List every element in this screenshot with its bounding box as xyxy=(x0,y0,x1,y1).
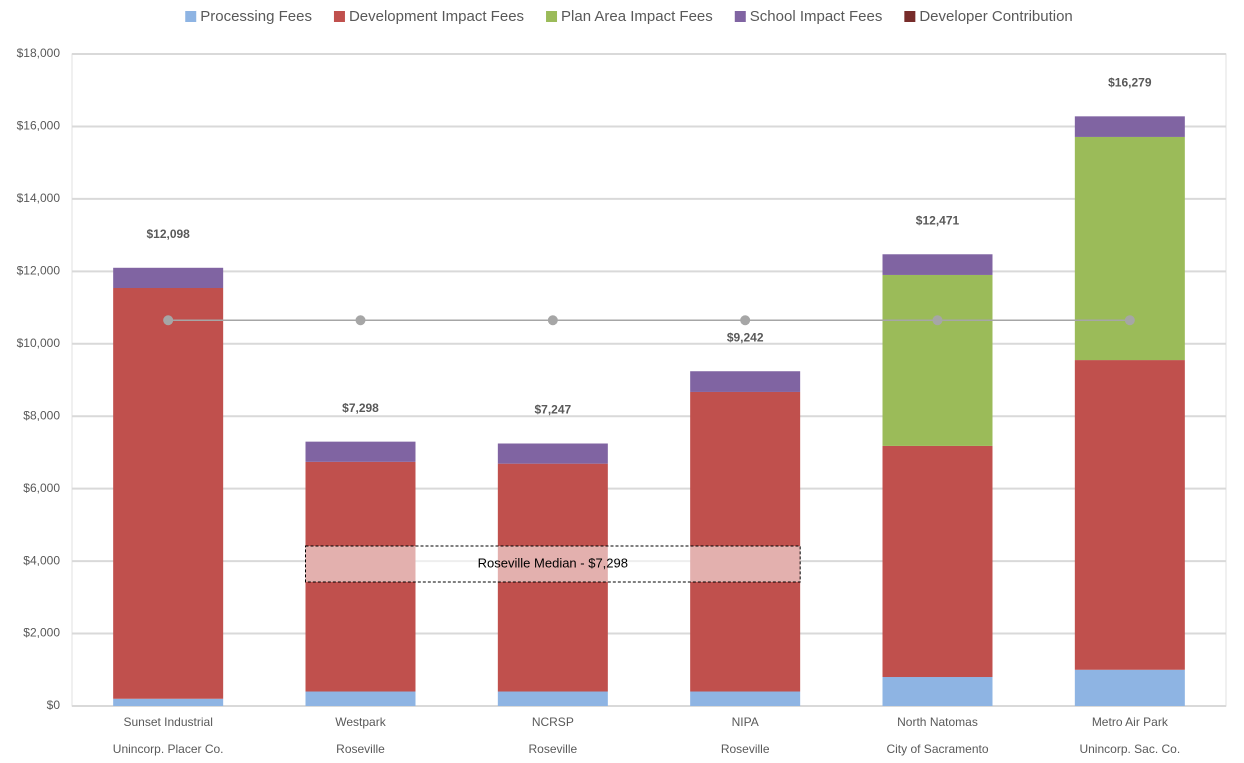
annotation: Roseville Median - $7,298 xyxy=(478,555,628,570)
bar-segment xyxy=(1074,116,1185,137)
bar-segment xyxy=(882,274,993,446)
x-tick-label: Westpark xyxy=(335,715,386,729)
bar-segment xyxy=(690,391,801,692)
total-label: $9,242 xyxy=(727,330,764,344)
legend-swatch xyxy=(333,11,345,22)
y-tick-label: $2,000 xyxy=(23,626,60,640)
total-label: $7,247 xyxy=(534,403,571,417)
y-tick-label: $8,000 xyxy=(23,408,60,422)
y-tick-label: $4,000 xyxy=(23,553,60,567)
legend-swatch xyxy=(734,11,746,22)
total-label: $16,279 xyxy=(1108,76,1152,90)
reference-marker xyxy=(163,315,174,326)
y-tick-label: $16,000 xyxy=(17,119,61,133)
y-tick-label: $12,000 xyxy=(17,264,61,278)
reference-marker xyxy=(547,315,558,326)
y-tick-label: $18,000 xyxy=(17,46,61,60)
reference-marker xyxy=(740,315,751,326)
legend-label: Plan Area Impact Fees xyxy=(561,8,713,25)
bar-segment xyxy=(497,691,608,706)
x-tick-label: NIPA xyxy=(732,715,759,729)
bar-segment xyxy=(1074,669,1185,706)
bar-segment xyxy=(690,371,801,392)
bar-segment xyxy=(1074,136,1185,361)
bar-segment xyxy=(1074,360,1185,670)
bar-segment xyxy=(882,445,993,678)
x-tick-label: North Natomas xyxy=(897,715,978,729)
x-tick-sublabel: Unincorp. Placer Co. xyxy=(113,742,224,756)
x-tick-sublabel: Unincorp. Sac. Co. xyxy=(1079,742,1180,756)
bar-segment xyxy=(690,691,801,706)
legend-label: Development Impact Fees xyxy=(349,8,524,25)
legend-swatch xyxy=(904,11,916,22)
legend-label: Processing Fees xyxy=(200,8,312,25)
legend-label: Developer Contribution xyxy=(919,8,1072,25)
total-label: $7,298 xyxy=(342,401,379,415)
y-tick-label: $14,000 xyxy=(17,191,61,205)
bar-segment xyxy=(882,254,993,275)
y-tick-label: $0 xyxy=(47,698,61,712)
legend-swatch xyxy=(185,11,197,22)
reference-marker xyxy=(932,315,943,326)
reference-marker xyxy=(1124,315,1135,326)
total-label: $12,471 xyxy=(916,213,960,227)
bar-segment xyxy=(497,443,608,464)
x-tick-label: Sunset Industrial xyxy=(123,715,212,729)
y-tick-label: $10,000 xyxy=(17,336,61,350)
x-tick-sublabel: Roseville xyxy=(721,742,770,756)
bar-segment xyxy=(305,691,416,706)
bar-segment xyxy=(113,267,224,288)
legend-label: School Impact Fees xyxy=(750,8,883,25)
x-tick-sublabel: Roseville xyxy=(336,742,385,756)
y-tick-label: $6,000 xyxy=(23,481,60,495)
bar-segment xyxy=(882,677,993,706)
bar-segment xyxy=(113,698,224,706)
x-tick-label: Metro Air Park xyxy=(1092,715,1169,729)
bar-segment xyxy=(113,287,224,699)
x-tick-sublabel: City of Sacramento xyxy=(886,742,988,756)
bar-segment xyxy=(305,441,416,462)
plot-border xyxy=(71,53,1227,707)
legend-swatch xyxy=(546,11,558,22)
reference-marker xyxy=(355,315,366,326)
x-tick-label: NCRSP xyxy=(532,715,574,729)
annotation-box xyxy=(305,545,801,583)
x-tick-sublabel: Roseville xyxy=(528,742,577,756)
total-label: $12,098 xyxy=(146,227,190,241)
